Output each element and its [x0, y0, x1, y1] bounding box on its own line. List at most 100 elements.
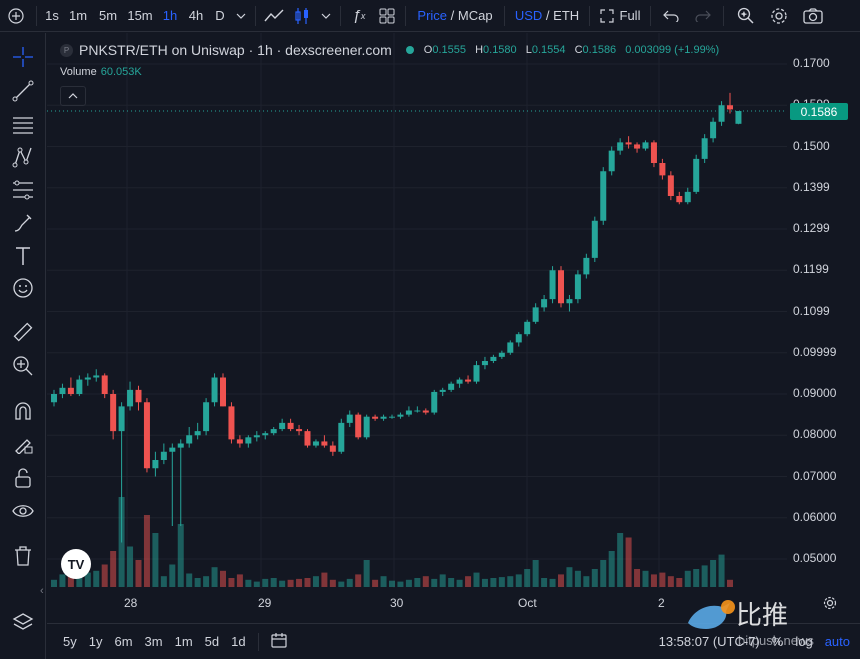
candle-body	[67, 387, 74, 394]
price-mcap-toggle[interactable]: Price / MCap	[410, 0, 500, 32]
candle-body	[380, 416, 387, 419]
chevron-up-icon	[68, 93, 78, 99]
horizontal-lines-icon[interactable]	[9, 113, 37, 137]
range-1y[interactable]: 1y	[88, 634, 103, 649]
fullscreen-button[interactable]: Full	[594, 0, 646, 32]
candle-body	[473, 365, 480, 382]
eth-option[interactable]: ETH	[553, 8, 580, 23]
go-to-date-calendar-icon[interactable]	[265, 632, 293, 651]
candle-body	[498, 352, 505, 357]
candle-body	[372, 416, 379, 419]
eye-visibility-icon[interactable]	[9, 499, 37, 523]
volume-bar	[667, 576, 674, 587]
range-5y[interactable]: 5y	[63, 634, 77, 649]
volume-bar	[549, 578, 556, 587]
mcap-option[interactable]: MCap	[457, 8, 493, 23]
price-axis-label: 0.1299	[793, 221, 830, 235]
range-5d[interactable]: 5d	[204, 634, 220, 649]
lock-drawing-icon[interactable]	[9, 432, 37, 456]
candle-body	[659, 163, 666, 176]
ruler-icon[interactable]	[9, 320, 37, 344]
candle-body	[667, 175, 674, 196]
add-indicator-icon[interactable]	[0, 0, 32, 32]
quick-search-icon[interactable]	[728, 0, 762, 32]
watermark-url: bitpush.news	[738, 633, 814, 648]
volume-bar	[329, 579, 336, 587]
volume-bar	[186, 573, 193, 587]
volume-bar	[650, 574, 657, 587]
divider	[257, 632, 259, 651]
pitchfork-icon[interactable]	[9, 145, 37, 169]
price-axis-label: 0.1199	[793, 262, 829, 277]
chevron-down-icon[interactable]	[231, 0, 251, 32]
volume-bar	[439, 574, 446, 587]
line-chart-icon[interactable]	[260, 0, 288, 32]
candle-body	[507, 342, 514, 353]
price-chart[interactable]	[47, 33, 860, 623]
low-value: 0.1554	[531, 44, 566, 56]
candles-icon[interactable]	[288, 0, 316, 32]
scroll-left-icon[interactable]: ‹	[40, 585, 44, 597]
candle-body	[541, 299, 548, 308]
price-option[interactable]: Price	[417, 8, 448, 23]
timeframe-1m[interactable]: 1m	[68, 8, 88, 23]
trend-line-icon[interactable]	[9, 79, 37, 103]
symbol-title[interactable]: PNKSTR/ETH on Uniswap · 1h · dexscreener…	[79, 42, 392, 58]
bottom-toolbar: 5y 1y 6m 3m 1m 5d 1d 13:58:07 (UTC-7) % …	[47, 623, 860, 659]
volume-bar	[84, 572, 91, 587]
emoji-icon[interactable]	[9, 276, 37, 300]
crosshair-icon[interactable]	[9, 45, 37, 69]
auto-scale-toggle[interactable]: auto	[824, 634, 850, 649]
timeframe-4h[interactable]: 4h	[188, 8, 204, 23]
redo-icon[interactable]	[687, 0, 719, 32]
clock-timezone[interactable]: 13:58:07 (UTC-7)	[658, 634, 760, 649]
volume-bar	[617, 533, 624, 587]
timeframe-15m[interactable]: 15m	[127, 8, 153, 23]
tradingview-logo[interactable]: TV	[61, 549, 91, 579]
unlock-icon[interactable]	[9, 466, 37, 490]
candle-body	[143, 402, 150, 469]
range-6m[interactable]: 6m	[114, 634, 133, 649]
templates-grid-icon[interactable]	[373, 0, 401, 32]
candle-body	[194, 431, 201, 436]
brush-icon[interactable]	[9, 211, 37, 235]
candle-body	[431, 391, 438, 413]
timeframe-1h[interactable]: 1h	[162, 8, 178, 23]
candle-body	[684, 191, 691, 203]
text-tool-icon[interactable]	[9, 244, 37, 268]
percent-scale-toggle[interactable]: %	[771, 634, 784, 649]
timeframe-5m[interactable]: 5m	[98, 8, 118, 23]
volume-bar	[600, 560, 607, 587]
candle-body	[186, 435, 193, 444]
chart-settings-gear-icon[interactable]	[823, 596, 837, 613]
undo-icon[interactable]	[655, 0, 687, 32]
time-axis-label: 28	[124, 596, 138, 610]
magnet-icon[interactable]	[9, 399, 37, 423]
range-1d[interactable]: 1d	[231, 634, 246, 649]
timeframe-1s[interactable]: 1s	[45, 8, 59, 23]
candle-body	[481, 361, 488, 366]
usd-eth-toggle[interactable]: USD / ETH	[509, 0, 585, 32]
usd-option[interactable]: USD	[514, 8, 543, 23]
collapse-legend-button[interactable]	[60, 86, 86, 106]
settings-gear-icon[interactable]	[762, 0, 796, 32]
candle-body	[397, 414, 404, 417]
camera-snapshot-icon[interactable]	[796, 0, 830, 32]
range-3m[interactable]: 3m	[144, 634, 163, 649]
zoom-in-icon[interactable]	[9, 354, 37, 378]
object-tree-layers-icon[interactable]	[9, 611, 37, 635]
volume-bar	[625, 537, 632, 587]
chevron-down-icon[interactable]	[316, 0, 336, 32]
price-axis-label: 0.1700	[793, 56, 830, 70]
range-1m[interactable]: 1m	[174, 634, 193, 649]
timeframe-d[interactable]: D	[215, 8, 225, 23]
volume-legend: Volume 60.053K	[60, 66, 142, 78]
candle-body	[574, 274, 581, 300]
trash-icon[interactable]	[9, 544, 37, 568]
log-scale-toggle[interactable]: log	[795, 634, 813, 649]
candle-body	[414, 410, 421, 412]
fib-retracement-icon[interactable]	[9, 178, 37, 202]
price-axis-label: 0.1500	[793, 138, 830, 153]
price-axis-label: 0.1399	[793, 179, 830, 194]
